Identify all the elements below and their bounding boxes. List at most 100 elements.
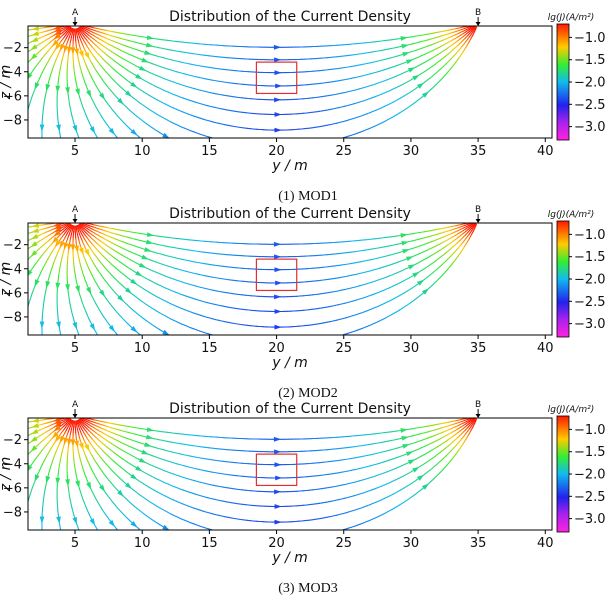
stream-arrow xyxy=(275,475,283,481)
stream-arrow xyxy=(141,57,149,63)
streamline-segment xyxy=(22,478,24,481)
stream-arrow xyxy=(59,240,65,249)
stream-arrow xyxy=(56,124,61,132)
stream-arrow xyxy=(54,421,62,428)
stream-arrow xyxy=(74,245,79,253)
stream-arrow xyxy=(72,517,77,525)
colorbar xyxy=(556,220,570,338)
streamline-segment xyxy=(1,131,2,132)
streamline-segment xyxy=(28,110,29,112)
streamline-segment xyxy=(473,418,477,422)
x-tick-label: 5 xyxy=(71,144,79,159)
streamline-segment xyxy=(314,341,317,342)
stream-arrow xyxy=(39,321,45,329)
streamline-segment xyxy=(475,418,477,422)
stream-arrow xyxy=(412,271,420,278)
streamline-segment xyxy=(99,533,101,536)
stream-arrow xyxy=(28,72,33,79)
streamline-segment xyxy=(179,340,182,341)
streamline-segment xyxy=(62,145,63,148)
streamline-segment xyxy=(66,24,69,25)
stream-arrow xyxy=(86,89,92,98)
streamline-segment xyxy=(21,423,24,424)
streamline-segment xyxy=(62,339,63,342)
stream-arrow xyxy=(135,465,143,472)
streamline-segment xyxy=(81,143,82,146)
streamline-segment xyxy=(230,534,233,535)
streamline-segment xyxy=(473,223,477,227)
streamline-segment xyxy=(221,532,224,533)
streamline-segment xyxy=(101,535,103,538)
streamline-segment xyxy=(144,141,147,143)
stream-arrow xyxy=(162,132,170,138)
stream-arrow xyxy=(31,228,39,233)
streamline-segment xyxy=(127,148,129,150)
streamline-segment xyxy=(9,33,12,34)
stream-arrow xyxy=(144,442,152,447)
streamline-segment xyxy=(23,128,24,131)
streamline-segment xyxy=(23,523,24,526)
streamline-segment xyxy=(190,148,193,149)
stream-arrow xyxy=(117,294,124,302)
streamline-segment xyxy=(151,146,154,148)
streamline-segment xyxy=(317,535,320,536)
stream-arrow xyxy=(274,462,282,468)
stream-arrow xyxy=(141,254,149,260)
stream-arrow xyxy=(274,267,282,273)
stream-arrow xyxy=(70,244,76,252)
streamline-segment xyxy=(326,533,329,534)
stream-arrow xyxy=(146,232,155,237)
colorbar-label: lg(J)(A/m²) xyxy=(548,210,594,220)
streamline-segment xyxy=(28,307,29,309)
streamline-segment xyxy=(23,325,24,328)
stream-arrow xyxy=(421,91,429,98)
streamline-segment xyxy=(83,148,84,149)
streamline-segment xyxy=(469,223,471,224)
streamline-segment xyxy=(15,60,18,62)
stream-arrow xyxy=(273,44,282,50)
streamline-segment xyxy=(99,338,101,341)
streamline-segment xyxy=(314,144,317,145)
streamline-segment xyxy=(182,341,185,342)
streamline-segment xyxy=(320,340,323,341)
stream-arrow xyxy=(39,516,45,524)
streamline-segment xyxy=(17,236,20,237)
streamline-segment xyxy=(122,143,124,145)
stream-arrow xyxy=(108,519,115,527)
streamline-segment xyxy=(469,26,471,27)
streamline-segment xyxy=(24,517,25,520)
stream-arrow xyxy=(70,47,76,55)
stream-arrow xyxy=(108,324,115,332)
streamline-segment xyxy=(104,540,105,541)
stream-arrow xyxy=(138,262,147,268)
streamline-segment xyxy=(2,426,5,427)
streamline-segment xyxy=(471,418,476,422)
streamline-segment xyxy=(323,534,326,535)
streamline-segment xyxy=(23,131,24,134)
axes-frame xyxy=(27,25,553,139)
colorbar-tick-label: −1.5 xyxy=(574,250,606,265)
x-tick-label: 40 xyxy=(537,144,554,159)
stream-arrow xyxy=(54,240,61,248)
streamlines xyxy=(1,24,477,150)
stream-arrow xyxy=(162,329,170,335)
streamline-segment xyxy=(23,45,26,46)
x-tick-label: 25 xyxy=(335,341,352,356)
stream-arrow xyxy=(130,278,138,285)
stream-arrow xyxy=(407,264,416,270)
streamline-segment xyxy=(23,242,26,243)
stream-arrow xyxy=(54,226,62,233)
streamline-segment xyxy=(24,122,25,125)
streamline-segment xyxy=(24,65,26,67)
streamline-segment xyxy=(28,232,30,235)
streamline-segment xyxy=(333,337,336,338)
streamline-segment xyxy=(218,337,221,338)
stream-arrow xyxy=(54,43,61,51)
streamline-segment xyxy=(475,223,477,227)
streamline-segment xyxy=(176,534,179,535)
stream-arrow xyxy=(67,438,72,447)
streamline-segment xyxy=(22,283,24,286)
stream-arrow xyxy=(402,52,410,57)
